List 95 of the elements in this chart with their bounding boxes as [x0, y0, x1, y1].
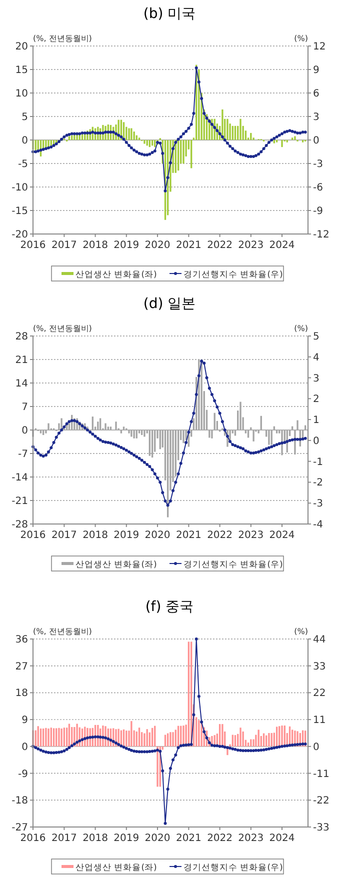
chart-title: (d) 일본	[143, 296, 196, 312]
y2-tick-label: -12	[313, 230, 330, 240]
y2-tick-label: 12	[313, 42, 326, 52]
x-tick-label: 2017	[51, 240, 77, 251]
y2-tick-label: 4	[313, 352, 320, 364]
x-tick-label: 2016	[20, 833, 46, 844]
x-tick-label: 2016	[20, 240, 46, 251]
legend-label: 경기선행지수 변화율(우)	[184, 270, 283, 280]
y2-tick-label: 22	[313, 688, 326, 700]
x-tick-label: 2021	[176, 240, 202, 251]
x-tick-label: 2019	[114, 833, 140, 844]
x-tick-label: 2018	[82, 530, 108, 541]
y2-tick-label: -9	[313, 206, 323, 217]
y-tick-label: 0	[22, 426, 28, 436]
y-tick-label: 0	[22, 742, 28, 753]
legend-label: 산업생산 변화율(좌)	[76, 863, 157, 873]
y2-tick-label: 3	[313, 373, 320, 384]
y-tick-label: 9	[22, 715, 28, 726]
y-tick-label: -15	[12, 206, 28, 217]
y2-axis-title: (%)	[294, 34, 308, 43]
x-tick-label: 2020	[144, 240, 170, 251]
x-tick-label: 2023	[238, 530, 264, 541]
x-tick-label: 2019	[114, 530, 140, 541]
legend-label: 산업생산 변화율(좌)	[76, 270, 157, 280]
y2-tick-label: 0	[313, 436, 320, 447]
x-tick-label: 2018	[82, 833, 108, 844]
y2-tick-label: 5	[313, 332, 320, 342]
y2-tick-label: 9	[313, 65, 320, 76]
y-tick-label: -27	[12, 822, 28, 834]
y-tick-label: -10	[12, 182, 28, 194]
y-tick-label: 14	[15, 378, 28, 390]
y-tick-label: -14	[12, 472, 28, 484]
x-tick-label: 2016	[20, 530, 46, 541]
x-tick-label: 2021	[176, 530, 202, 541]
y2-tick-label: -4	[313, 520, 323, 530]
y-tick-label: -5	[18, 159, 28, 170]
y-tick-label: -7	[18, 449, 28, 460]
y2-tick-label: 0	[313, 136, 320, 146]
chart-title: (f) 중국	[145, 599, 194, 615]
y-tick-label: 10	[15, 88, 28, 100]
x-tick-label: 2018	[82, 240, 108, 251]
y2-tick-label: -6	[313, 182, 323, 194]
y2-tick-label: -3	[313, 159, 323, 170]
y-tick-label: 21	[15, 355, 28, 366]
x-tick-label: 2022	[207, 833, 233, 844]
x-tick-label: 2024	[269, 530, 295, 541]
y2-axis-title: (%)	[294, 324, 308, 333]
y-tick-label: 18	[15, 688, 28, 700]
y-tick-label: 15	[15, 65, 28, 76]
legend-label: 경기선행지수 변화율(우)	[184, 560, 283, 570]
y2-tick-label: 2	[313, 394, 320, 406]
y-tick-label: -20	[12, 230, 28, 240]
legend-label: 경기선행지수 변화율(우)	[184, 863, 283, 873]
x-tick-label: 2017	[51, 530, 77, 541]
y2-tick-label: 6	[313, 88, 320, 100]
x-tick-label: 2017	[51, 833, 77, 844]
x-tick-label: 2023	[238, 240, 264, 251]
y-tick-label: 28	[15, 332, 28, 342]
y2-tick-label: -1	[313, 456, 323, 468]
x-tick-label: 2024	[269, 833, 295, 844]
y2-tick-label: -11	[313, 768, 330, 780]
y2-tick-label: -22	[313, 796, 330, 807]
y-tick-label: -28	[12, 520, 28, 530]
y-tick-label: -18	[12, 796, 28, 807]
y-axis-title: (%, 전년동월비)	[33, 324, 92, 333]
y-tick-label: 5	[22, 112, 28, 123]
x-tick-label: 2022	[207, 240, 233, 251]
y2-axis-title: (%)	[294, 627, 308, 636]
y2-tick-label: -2	[313, 478, 323, 489]
legend-label: 산업생산 변화율(좌)	[76, 560, 157, 570]
x-tick-label: 2021	[176, 833, 202, 844]
x-tick-label: 2023	[238, 833, 264, 844]
x-tick-label: 2024	[269, 240, 295, 251]
y-tick-label: 0	[22, 136, 28, 146]
y2-tick-label: -3	[313, 498, 323, 510]
y-axis-title: (%, 전년동월비)	[33, 627, 92, 636]
y2-tick-label: 0	[313, 742, 320, 753]
y-tick-label: -21	[12, 496, 28, 507]
x-tick-label: 2020	[144, 530, 170, 541]
chart-title: (b) 미국	[143, 6, 196, 22]
x-tick-label: 2019	[114, 240, 140, 251]
y-tick-label: 27	[15, 661, 28, 672]
x-tick-label: 2022	[207, 530, 233, 541]
y2-tick-label: -33	[313, 822, 330, 834]
y-tick-label: 20	[15, 42, 28, 52]
y-tick-label: 36	[15, 634, 28, 646]
y2-tick-label: 11	[313, 715, 326, 726]
y-axis-title: (%, 전년동월비)	[33, 34, 92, 43]
y2-tick-label: 44	[313, 634, 326, 646]
y2-tick-label: 3	[313, 112, 320, 123]
y2-tick-label: 1	[313, 415, 320, 426]
x-tick-label: 2020	[144, 833, 170, 844]
y2-tick-label: 33	[313, 661, 326, 672]
y-tick-label: -9	[18, 768, 28, 780]
y-tick-label: 7	[22, 402, 28, 413]
